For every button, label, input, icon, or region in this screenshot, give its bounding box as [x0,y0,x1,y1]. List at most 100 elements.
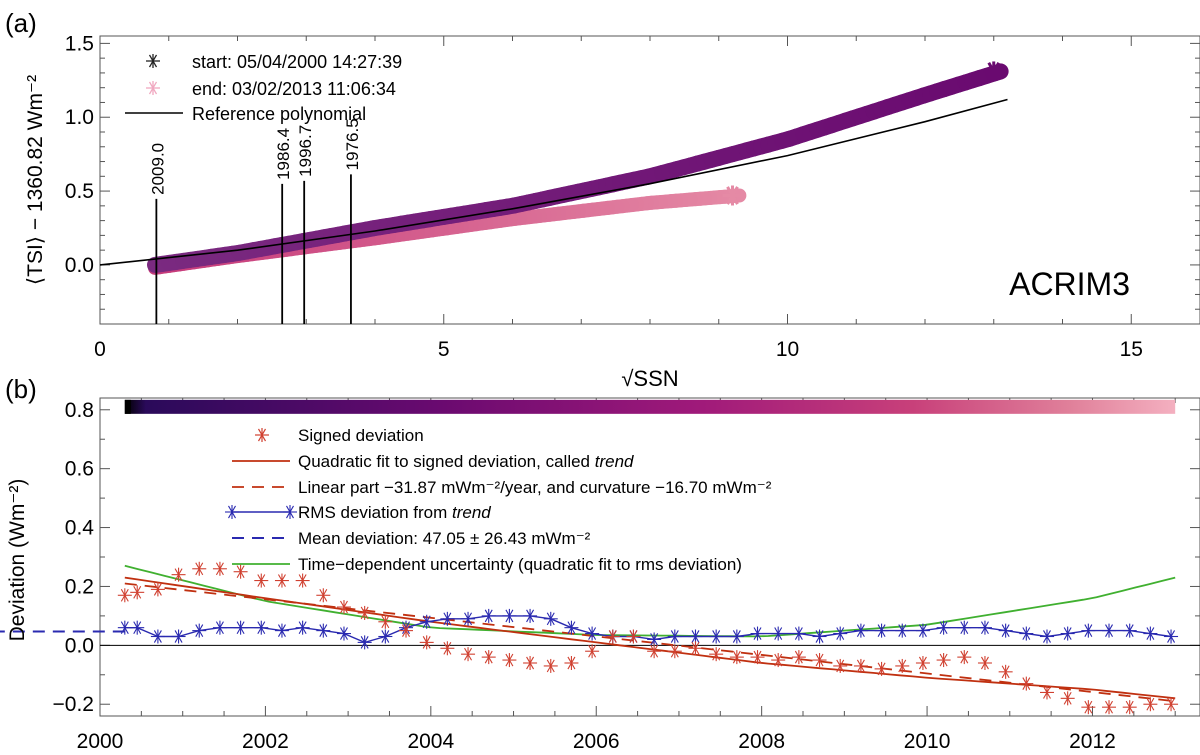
rms-point [274,623,289,638]
rms-point [502,608,517,623]
legend-b-rms: RMS deviation from trend [298,503,491,522]
signed-deviation-point [461,647,476,662]
panel-a-marks: 2009.0 1986.4 1996.7 1976.5 [99,61,1009,324]
signed-deviation-point [212,561,227,576]
rms-point [874,623,889,638]
panel-b-label: (b) [5,374,37,404]
rms-point [336,626,351,641]
signed-deviation-point [502,653,517,668]
year-marker-label: 1986.4 [274,128,293,180]
panel-b-legend: Signed deviation Quadratic fit to signed… [225,426,772,574]
legend-a-end-marker [146,81,160,95]
legend-b-quadratic: Quadratic fit to signed deviation, calle… [298,452,634,471]
rms-point [1143,626,1158,641]
y-tick-label: 1.5 [65,32,94,55]
x-tick-label: 2012 [1069,730,1116,753]
signed-deviation-point [378,614,393,629]
signed-deviation-point [791,650,806,665]
x-tick-label: 0 [94,338,106,361]
rms-point [957,620,972,635]
signed-deviation-point [998,664,1013,679]
panel-a: (a) 0 5 10 15 0.0 0.5 1.0 1.5 2009.0 1986.4 1996.… [5,8,1200,391]
y-tick-label: 0.5 [65,180,94,203]
colorbar-start-marker [124,399,131,414]
legend-a-reference: Reference polynomial [192,104,366,124]
rms-point [585,626,600,641]
signed-deviation-point [853,658,868,673]
rms-point [771,626,786,641]
signed-deviation-point [130,585,145,600]
signed-deviation-point [605,629,620,644]
year-marker-label: 1996.7 [296,125,315,177]
rms-point [709,629,724,644]
year-marker-label: 2009.0 [148,143,167,195]
rms-point [1019,626,1034,641]
legend-b-linear: Linear part −31.87 mWm⁻²/year, and curva… [298,478,772,497]
rms-point [647,632,662,647]
rms-point [150,629,165,644]
y-tick-label: 0.0 [65,634,94,657]
y-tick-label: 0.0 [65,254,94,277]
trend-curve [124,576,1176,700]
signed-deviation-point [729,650,744,665]
rms-point [564,620,579,635]
rms-point [192,623,207,638]
rms-point [998,623,1013,638]
rms-point [833,626,848,641]
rms-point [117,620,132,635]
signed-deviation-point [117,588,132,603]
x-tick-label: 2004 [407,730,454,753]
y-tick-label: 0.8 [65,399,94,422]
rms-point [1164,629,1179,644]
rms-point [130,620,145,635]
signed-deviation-point [626,629,641,644]
legend-b-mean: Mean deviation: 47.05 ± 26.43 mWm⁻² [298,529,591,548]
signed-deviation-point [874,661,889,676]
signed-deviation-point [523,656,538,670]
signed-deviation-point [709,647,724,662]
signed-deviation-point [833,658,848,673]
rms-point [977,620,992,635]
panel-b-marks [0,399,1200,715]
reference-polynomial-line [99,98,1008,266]
rms-point [316,623,331,638]
signed-deviation-point [171,567,186,582]
signed-deviation-point [316,588,331,603]
rms-line [124,615,1172,644]
signed-deviation-point [750,650,765,665]
rms-point [1122,623,1137,638]
year-marker-label: 1976.5 [343,118,362,170]
rms-point [378,629,393,644]
signed-deviation-point [936,653,951,668]
panel-a-xlabel: √SSN [621,366,678,391]
rms-point [171,629,186,644]
rms-point [791,626,806,641]
signed-deviation-point [543,658,558,673]
signed-deviation-point [1164,697,1179,712]
legend-b-signed: Signed deviation [298,426,424,445]
signed-deviation-point [977,656,992,670]
signed-deviation-point [192,561,207,576]
x-tick-label: 15 [1120,338,1143,361]
signed-deviation-point [1060,691,1075,706]
y-tick-label: 0.6 [65,458,94,481]
panel-b-ylabel: Deviation (Wm⁻²) [6,479,29,642]
rms-point [667,629,682,644]
legend-b-rms-marker [283,505,297,519]
signed-deviation-point [440,641,455,656]
rms-point [729,629,744,644]
panel-a-annotation: ACRIM3 [1009,266,1130,302]
rms-point [254,620,269,635]
rms-point [440,611,455,626]
rms-point [461,611,476,626]
signed-deviation-point [564,656,579,670]
signed-deviation-point [254,573,269,588]
rms-point [853,623,868,638]
panel-a-ylabel: ⟨TSI⟩ − 1360.82 Wm⁻² [24,75,47,285]
rms-point [357,635,372,650]
linear-part-line [124,582,1176,703]
signed-deviation-point [1122,700,1137,715]
rms-point [812,629,827,644]
signed-deviation-point [1143,697,1158,712]
x-tick-label: 2000 [77,730,124,753]
